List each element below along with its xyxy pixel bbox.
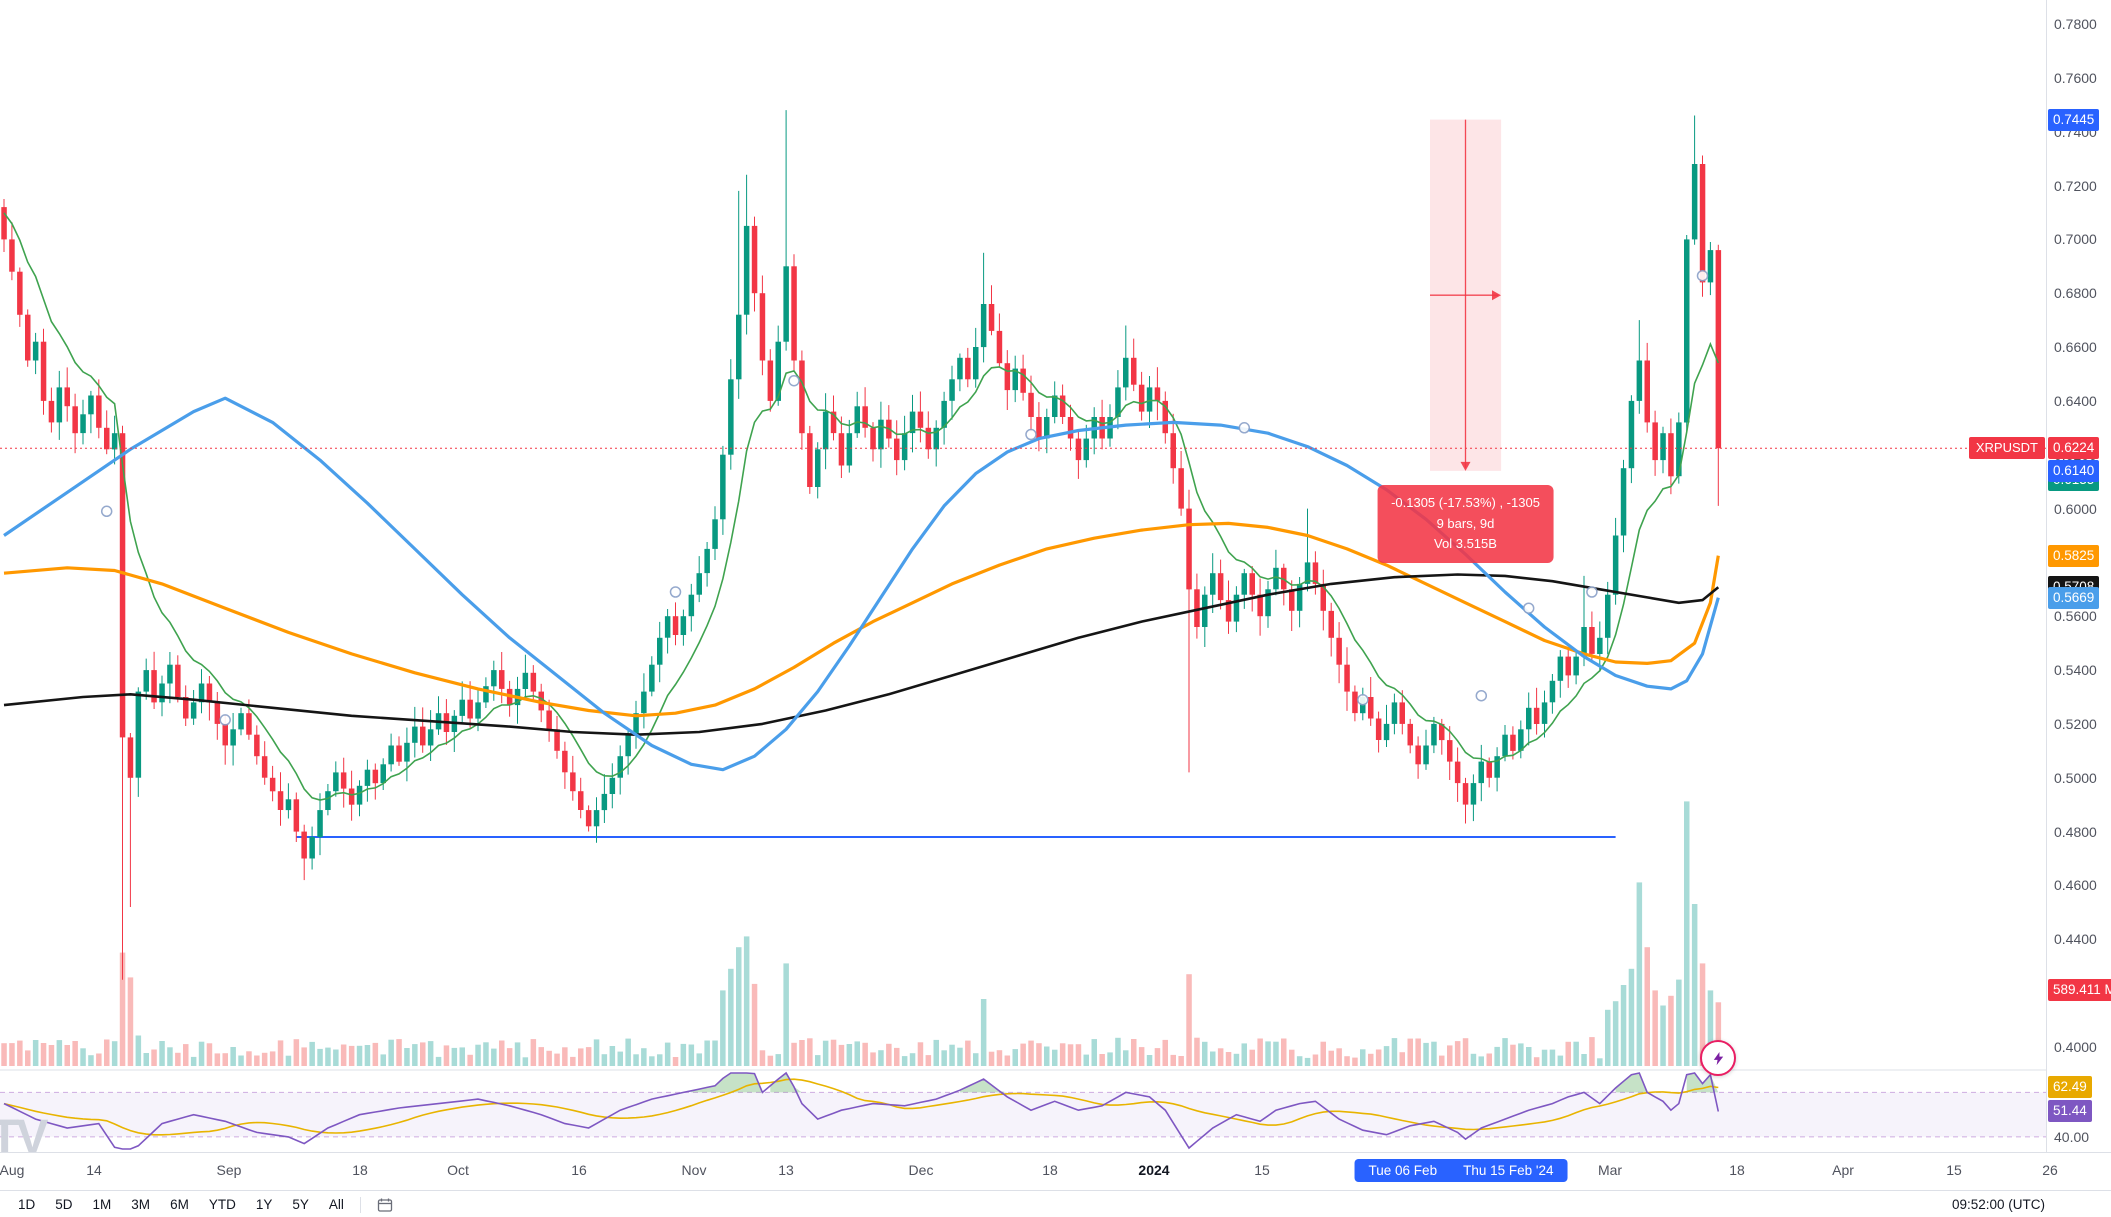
price-tick: 0.6600 [2054,339,2097,356]
rsi-axis-badge: 62.49 [2048,1075,2092,1098]
clock-utc[interactable]: 09:52:00 (UTC) [1951,1197,2045,1212]
range-button-1d[interactable]: 1D [8,1191,45,1217]
price-tick: 0.6400 [2054,392,2097,409]
control-point-marker[interactable] [1586,586,1598,598]
range-button-1m[interactable]: 1M [83,1191,122,1217]
price-chart-canvas[interactable] [0,0,2046,1152]
rsi-line [3,1071,1720,1150]
time-axis[interactable]: Tue 06 Feb Thu 15 Feb '24 Aug 14 Sep 18 Oct 1… [0,1152,2111,1191]
price-tick: 0.4600 [2054,877,2097,894]
control-point-marker[interactable] [1522,602,1535,614]
moving-average-lines [3,212,1720,801]
overlays [0,119,2046,726]
toolbar-divider [359,1196,361,1213]
time-axis-label: 15 [1946,1162,1962,1178]
time-axis-label: Nov [681,1162,707,1178]
price-tick: 0.5600 [2054,608,2097,625]
rsi-axis-tick: 40.00 [2054,1128,2090,1145]
price-tick: 0.6000 [2054,500,2097,517]
ma-orange [3,521,1720,718]
price-axis-badge: 0.6224 [2048,437,2100,460]
rsi-axis-badge: 51.44 [2048,1100,2092,1123]
time-axis-label: 15 [1254,1162,1270,1178]
control-point-marker[interactable] [788,374,800,387]
bottom-toolbar: 1D 5D 1M 3M 6M YTD 1Y 5Y All 09:52:00 (UTC) [0,1190,2111,1217]
range-button-all[interactable]: All [319,1191,354,1217]
range-button-5d[interactable]: 5D [45,1191,82,1217]
rsi-ma-line [3,1078,1719,1136]
price-tick: 0.7200 [2054,177,2097,194]
flash-boost-button[interactable] [1700,1040,1736,1076]
time-axis-label: 26 [2042,1162,2058,1178]
time-axis-label: 16 [571,1162,587,1178]
time-axis-label: 18 [1729,1162,1745,1178]
ma-blue [3,396,1720,772]
control-point-marker[interactable] [100,505,113,518]
price-tick: 0.4000 [2054,1038,2097,1055]
time-axis-label: 13 [778,1162,794,1178]
time-axis-label: Dec [908,1162,934,1178]
time-axis-label: Apr [1832,1162,1854,1178]
control-point-marker[interactable] [1238,422,1251,434]
time-axis-label: 2024 [1138,1162,1170,1178]
time-axis-label: Mar [1597,1162,1623,1178]
range-button-1y[interactable]: 1Y [246,1191,283,1217]
price-tick: 0.7000 [2054,231,2097,248]
range-button-3m[interactable]: 3M [121,1191,160,1217]
price-tick: 0.7600 [2054,69,2097,86]
ma-black [3,573,1720,736]
range-start-date: Tue 06 Feb [1368,1163,1438,1178]
range-button-6m[interactable]: 6M [160,1191,199,1217]
price-axis-badge: 589.411 M [2048,979,2111,1002]
price-tick: 0.4800 [2054,823,2097,840]
measure-right-arrow [1492,290,1501,301]
lightning-icon [1713,1051,1723,1065]
range-button-ytd[interactable]: YTD [199,1191,246,1217]
volume-series [1,801,1722,1066]
range-end-date: Thu 15 Feb '24 [1463,1163,1554,1178]
control-point-marker[interactable] [1475,689,1488,702]
rsi-pane [0,1069,2046,1150]
time-axis-label: Aug [0,1162,25,1178]
measure-down-arrow [1460,461,1471,471]
calendar-icon [377,1198,393,1212]
symbol-price-tag: XRPUSDT [1968,437,2045,460]
ema-fast-green [3,212,1720,801]
price-tick: 0.7800 [2054,16,2097,32]
price-axis-badge: 0.5669 [2048,586,2100,609]
price-tick: 0.4400 [2054,931,2097,948]
time-axis-label: Oct [447,1162,469,1178]
price-tick: 0.5000 [2054,769,2097,786]
price-axis[interactable]: 0.7800 0.7600 0.7400 0.7200 0.7000 0.6800 0.66… [2046,0,2111,1152]
time-axis-label: 18 [1042,1162,1058,1178]
price-tick: 0.5200 [2054,715,2097,732]
time-axis-label: 14 [86,1162,102,1178]
chart-pane[interactable]: TV -0.1305 (-17.53%) , -1305 9 bars, 9d Vo… [0,0,2046,1152]
price-axis-badge: 0.7445 [2048,108,2100,131]
control-point-marker[interactable] [1025,428,1037,441]
time-axis-label: 18 [352,1162,368,1178]
control-point-marker[interactable] [1357,693,1369,706]
control-point-marker[interactable] [669,586,682,598]
price-tick: 0.5400 [2054,662,2097,679]
selected-date-range-badge[interactable]: Tue 06 Feb Thu 15 Feb '24 [1354,1159,1568,1182]
range-button-5y[interactable]: 5Y [282,1191,319,1217]
control-point-marker[interactable] [219,714,231,726]
tradingview-logo: TV [0,1111,48,1152]
price-axis-badge: 0.5825 [2048,544,2100,567]
control-point-marker[interactable] [1696,269,1709,282]
time-axis-label: Sep [216,1162,242,1178]
timeframe-buttons: 1D 5D 1M 3M 6M YTD 1Y 5Y All [0,1191,354,1217]
price-tick: 0.6800 [2054,285,2097,302]
price-axis-badge: 0.6140 [2048,459,2100,482]
go-to-date-button[interactable] [367,1197,403,1213]
